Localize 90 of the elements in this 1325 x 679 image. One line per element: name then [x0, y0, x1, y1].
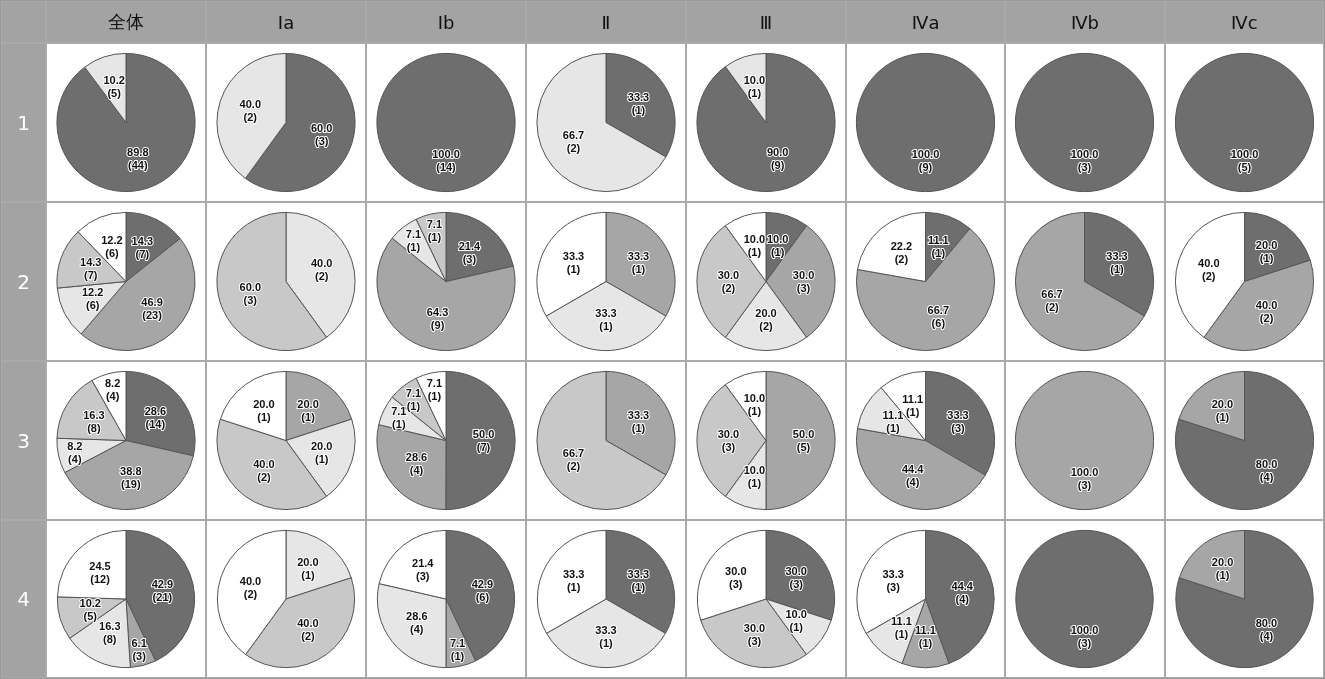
- data-label: 30.0 (3): [717, 428, 740, 453]
- data-label: 10.2 (5): [103, 74, 125, 100]
- data-label: 10.0 (1): [743, 233, 766, 259]
- text: 全体: [46, 1, 206, 43]
- data-label: 30.0 (3): [743, 621, 766, 647]
- data-label: 14.3 (7): [80, 255, 102, 281]
- data-label: 20.0 (1): [1255, 238, 1277, 264]
- data-label: 8.2 (4): [67, 439, 83, 465]
- text: Ⅳb: [1005, 1, 1165, 43]
- text: Ⅳa: [846, 1, 1006, 43]
- data-label: 24.5 (12): [89, 559, 111, 585]
- text: Ⅱ: [526, 1, 686, 43]
- data-label: 40.0 (2): [1197, 257, 1220, 283]
- data-label: 64.3 (9): [426, 305, 449, 331]
- data-label: 20.0 (2): [755, 306, 777, 332]
- data-label: 50.0 (7): [472, 428, 495, 454]
- data-label: 60.0 (3): [239, 280, 262, 306]
- data-label: 6.1 (3): [131, 636, 147, 662]
- data-label: 46.9 (23): [141, 296, 163, 322]
- data-label: 38.8 (19): [120, 465, 142, 491]
- text: 4: [1, 520, 46, 678]
- text: Ⅳc: [1164, 1, 1324, 43]
- data-label: 20.0 (1): [1211, 397, 1233, 423]
- data-label: 33.3 (1): [595, 623, 617, 649]
- data-label: 33.3 (1): [627, 250, 650, 276]
- data-label: 8.2 (4): [104, 377, 121, 403]
- data-label: 66.7 (2): [1041, 287, 1064, 313]
- data-label: 42.9 (21): [151, 578, 174, 604]
- data-label: 40.0 (2): [253, 458, 275, 484]
- text: Ⅲ: [686, 1, 846, 43]
- data-label: 20.0 (1): [253, 397, 275, 423]
- data-label: 42.9 (6): [471, 578, 494, 604]
- data-label: 30.0 (3): [785, 564, 807, 590]
- data-label: 30.0 (2): [717, 269, 740, 294]
- data-label: 10.0 (1): [743, 392, 766, 418]
- data-label: 10.0 (1): [743, 74, 766, 100]
- data-label: 28.6 (4): [405, 451, 428, 477]
- data-label: 7.1 (1): [391, 404, 407, 430]
- data-label: 21.4 (3): [412, 557, 435, 583]
- data-label: 10.0 (1): [785, 608, 807, 634]
- text: 2: [1, 202, 46, 361]
- data-label: 7.1 (1): [405, 386, 422, 412]
- data-label: 33.3 (1): [562, 567, 585, 593]
- data-label: 11.1 (1): [915, 623, 936, 649]
- data-label: 33.3 (1): [595, 306, 617, 332]
- data-label: 40.0 (2): [297, 616, 319, 642]
- data-label: 7.1 (1): [426, 376, 443, 402]
- data-label: 7.1 (1): [449, 637, 466, 663]
- data-label: 12.2 (6): [101, 234, 123, 260]
- data-label: 28.6 (4): [406, 609, 428, 635]
- data-label: 7.1 (1): [405, 227, 422, 253]
- data-label: 7.1 (1): [426, 217, 443, 243]
- data-label: 33.3 (1): [562, 250, 585, 276]
- data-label: 20.0 (1): [297, 397, 319, 423]
- data-label: 100.0 (3): [1071, 465, 1099, 491]
- text: Ⅰa: [206, 1, 366, 43]
- text: 1: [1, 43, 46, 202]
- data-label: 11.1 (1): [902, 392, 924, 418]
- text: 3: [1, 361, 46, 520]
- data-label: 22.2 (2): [890, 240, 913, 266]
- data-label: 20.0 (1): [1211, 556, 1233, 582]
- data-label: 40.0 (2): [310, 257, 333, 283]
- data-label: 89.8 (44): [127, 145, 149, 171]
- data-label: 16.3 (8): [99, 620, 121, 646]
- data-label: 50.0 (5): [792, 428, 815, 453]
- data-label: 33.3 (1): [627, 91, 650, 117]
- data-label: 40.0 (2): [239, 574, 262, 600]
- data-label: 80.0 (4): [1255, 458, 1277, 484]
- data-label: 12.2 (6): [81, 286, 104, 312]
- data-label: 10.0 (1): [766, 233, 789, 259]
- data-label: 30.0 (3): [792, 269, 815, 294]
- data-label: 33.3 (1): [627, 409, 650, 435]
- data-label: 80.0 (4): [1255, 616, 1277, 642]
- data-label: 10.2 (5): [79, 597, 101, 623]
- data-label: 66.7 (6): [927, 304, 950, 330]
- data-label: 66.7 (2): [562, 446, 585, 472]
- data-label: 16.3 (8): [83, 408, 105, 434]
- data-label: 40.0 (2): [239, 98, 262, 124]
- data-label: 66.7 (2): [562, 128, 585, 154]
- data-label: 20.0 (1): [310, 439, 333, 465]
- data-label: 21.4 (3): [458, 239, 481, 265]
- text: Ⅰb: [366, 1, 526, 43]
- data-label: 10.0 (1): [743, 463, 766, 489]
- data-label: 11.1 (1): [882, 409, 904, 435]
- data-label: 11.1 (1): [891, 615, 912, 641]
- data-label: 44.4 (4): [901, 463, 925, 489]
- data-label: 30.0 (3): [725, 564, 747, 590]
- data-label: 20.0 (1): [297, 556, 319, 582]
- data-label: 40.0 (2): [1255, 299, 1277, 325]
- data-label: 33.3 (3): [882, 567, 904, 593]
